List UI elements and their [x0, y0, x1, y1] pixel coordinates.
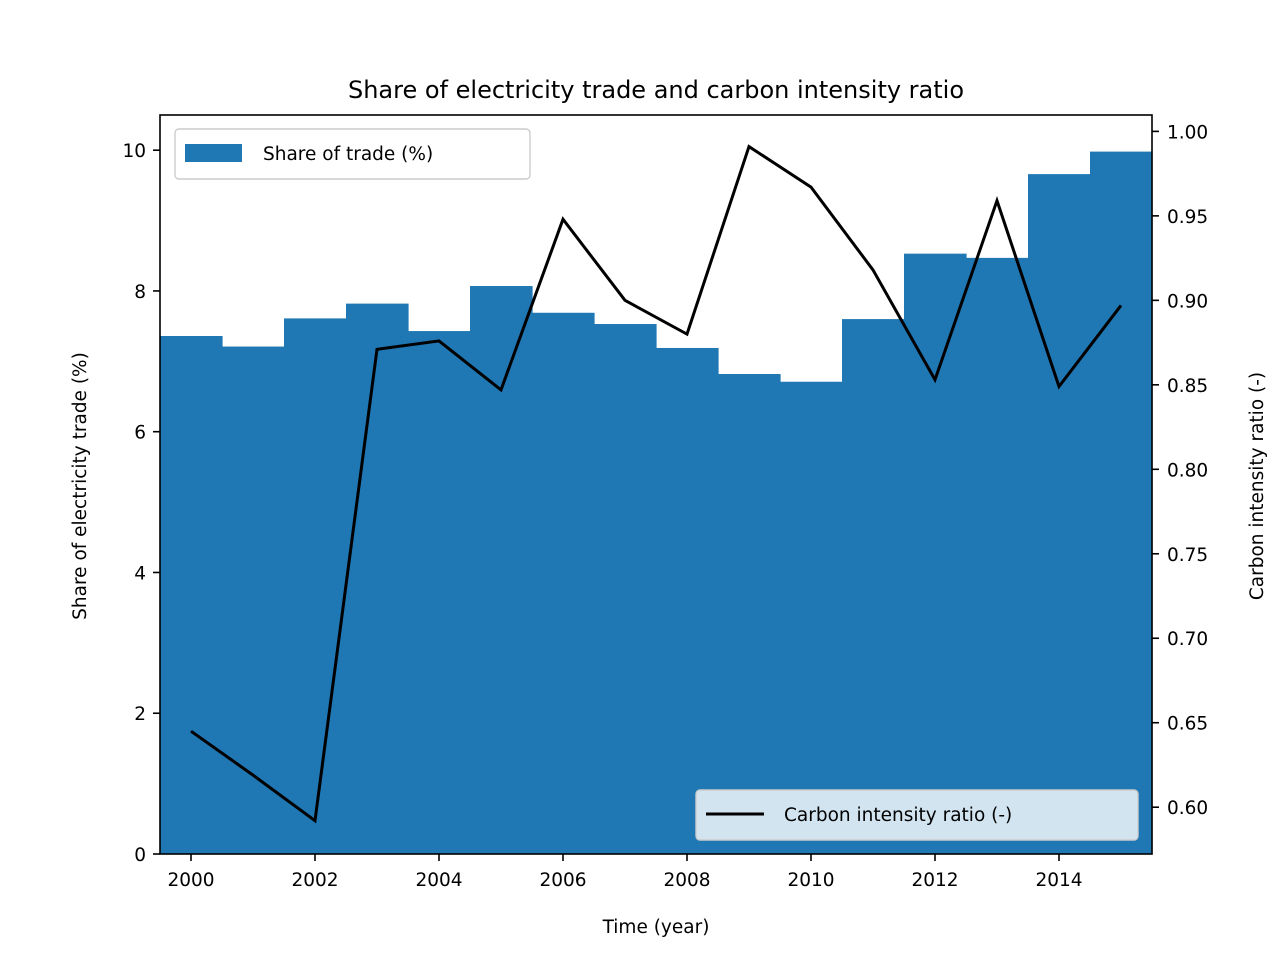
- legend-box: [174, 128, 531, 180]
- x-tick-label: 2010: [787, 870, 834, 891]
- bar: [470, 286, 533, 854]
- right-y-axis-ticks: 0.60 0.65 0.70 0.75 0.80 0.85 0.90 0.95 1.00: [1152, 122, 1208, 819]
- bar: [1090, 151, 1153, 855]
- left-y-tick-label: 2: [134, 704, 146, 725]
- right-y-tick-label: 0.65: [1167, 714, 1208, 735]
- carbon-intensity-line: [190, 144, 1123, 824]
- x-tick-label: 2008: [663, 870, 710, 891]
- bar: [842, 319, 905, 855]
- left-y-axis-label: Share of electricity trade (%): [70, 352, 91, 620]
- x-axis-label: Time (year): [602, 917, 710, 938]
- bar: [160, 336, 223, 854]
- right-y-tick-label: 0.95: [1167, 207, 1208, 228]
- legend-bar-swatch: [185, 144, 242, 162]
- x-tick-label: 2002: [291, 870, 338, 891]
- bar: [718, 374, 781, 854]
- right-y-tick-label: 0.60: [1167, 798, 1208, 819]
- right-y-tick-label: 0.90: [1167, 291, 1208, 312]
- left-y-tick-label: 6: [134, 423, 146, 444]
- right-y-axis-label: Carbon intensity ratio (-): [1247, 372, 1268, 600]
- left-y-tick-label: 4: [134, 563, 146, 584]
- x-tick-label: 2000: [167, 870, 214, 891]
- x-tick-label: 2004: [415, 870, 462, 891]
- left-y-tick-label: 10: [122, 141, 146, 162]
- bar: [780, 381, 843, 854]
- bar: [966, 257, 1029, 854]
- bar: [594, 324, 657, 854]
- bar-series: [160, 151, 1153, 855]
- right-y-tick-label: 1.00: [1167, 122, 1208, 143]
- legend-line: Carbon intensity ratio (-): [695, 789, 1139, 841]
- right-y-tick-label: 0.85: [1167, 376, 1208, 397]
- legend-box: [695, 789, 1139, 841]
- left-y-axis-ticks: 0 2 4 6 8 10: [122, 141, 160, 866]
- x-tick-label: 2012: [911, 870, 958, 891]
- left-y-tick-label: 0: [134, 845, 146, 866]
- left-y-tick-label: 8: [134, 282, 146, 303]
- legend-line-label: Carbon intensity ratio (-): [784, 805, 1012, 826]
- bar: [284, 318, 347, 854]
- legend-bar-label: Share of trade (%): [263, 144, 433, 165]
- bar: [408, 331, 471, 854]
- bar: [656, 347, 719, 854]
- legend-bars: Share of trade (%): [174, 128, 531, 180]
- bar: [222, 346, 285, 854]
- x-axis-ticks: 2000 2002 2004 2006 2008 2010 2012 2014: [167, 854, 1083, 891]
- plot-frame: [159, 114, 1153, 855]
- bar: [904, 253, 967, 854]
- right-y-tick-label: 0.75: [1167, 545, 1208, 566]
- right-y-tick-label: 0.80: [1167, 460, 1208, 481]
- bar: [1028, 174, 1091, 854]
- x-tick-label: 2006: [539, 870, 586, 891]
- right-y-tick-label: 0.70: [1167, 629, 1208, 650]
- bar: [532, 312, 595, 854]
- chart-title: Share of electricity trade and carbon in…: [348, 76, 964, 104]
- x-tick-label: 2014: [1035, 870, 1082, 891]
- bar: [346, 303, 409, 854]
